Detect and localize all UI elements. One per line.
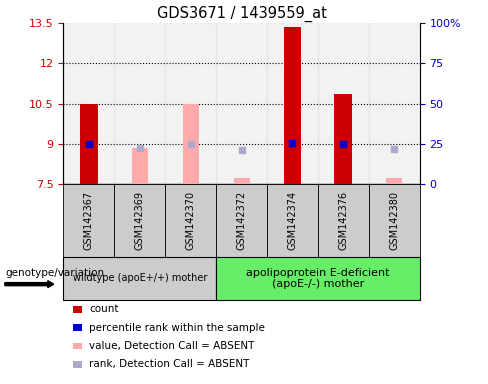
Bar <box>334 94 352 184</box>
Bar <box>386 179 402 184</box>
Text: percentile rank within the sample: percentile rank within the sample <box>89 323 265 333</box>
Text: GSM142374: GSM142374 <box>287 191 298 250</box>
Bar <box>63 23 114 184</box>
Text: GSM142367: GSM142367 <box>84 191 94 250</box>
Bar <box>132 148 148 184</box>
Bar <box>267 23 318 184</box>
Text: genotype/variation: genotype/variation <box>5 268 104 278</box>
Text: count: count <box>89 304 119 314</box>
Bar <box>216 23 267 184</box>
Bar <box>114 23 165 184</box>
Text: GSM142372: GSM142372 <box>237 191 246 250</box>
Text: value, Detection Call = ABSENT: value, Detection Call = ABSENT <box>89 341 255 351</box>
Text: GSM142369: GSM142369 <box>135 191 145 250</box>
Text: GSM142370: GSM142370 <box>185 191 196 250</box>
Bar <box>369 23 420 184</box>
Bar <box>234 179 249 184</box>
Bar <box>183 104 199 184</box>
Text: rank, Detection Call = ABSENT: rank, Detection Call = ABSENT <box>89 359 250 369</box>
Title: GDS3671 / 1439559_at: GDS3671 / 1439559_at <box>157 5 326 22</box>
Bar <box>165 23 216 184</box>
Bar <box>318 23 369 184</box>
Text: apolipoprotein E-deficient
(apoE-/-) mother: apolipoprotein E-deficient (apoE-/-) mot… <box>246 268 389 289</box>
Bar <box>284 27 302 184</box>
Bar <box>80 104 98 184</box>
Text: wildtype (apoE+/+) mother: wildtype (apoE+/+) mother <box>73 273 207 283</box>
Text: GSM142380: GSM142380 <box>389 191 399 250</box>
Text: GSM142376: GSM142376 <box>338 191 348 250</box>
